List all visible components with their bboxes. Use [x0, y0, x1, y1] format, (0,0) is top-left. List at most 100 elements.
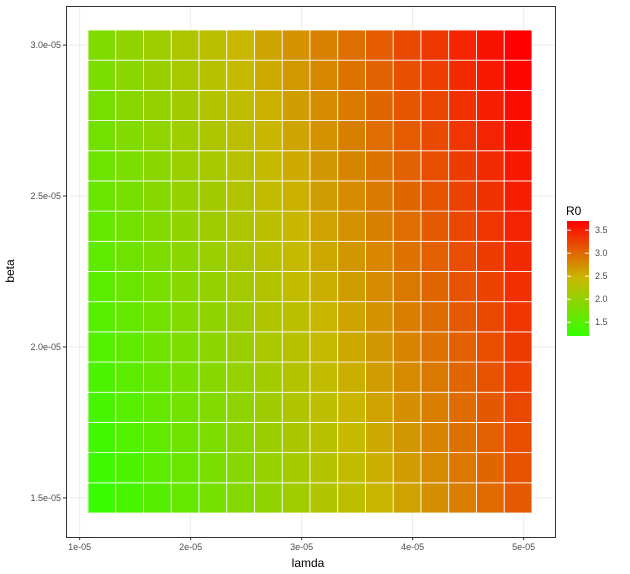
heatmap-cell	[170, 150, 200, 182]
heatmap-cell	[309, 180, 339, 212]
heatmap-cell	[198, 150, 228, 182]
heatmap-cell	[198, 482, 228, 514]
heatmap-cell	[420, 150, 450, 182]
heatmap-cell	[226, 391, 255, 423]
heatmap-cell	[420, 59, 450, 91]
heatmap-cell	[365, 150, 394, 182]
heatmap-cell	[476, 120, 505, 152]
heatmap-cell	[365, 29, 394, 61]
heatmap-cell	[254, 391, 283, 423]
heatmap-cell	[254, 180, 283, 212]
heatmap-cell	[503, 361, 533, 393]
heatmap-cell	[392, 361, 422, 393]
heatmap-cell	[254, 59, 283, 91]
heatmap-cell	[170, 301, 200, 333]
heatmap-cell	[448, 391, 477, 423]
heatmap-cell	[476, 391, 505, 423]
heatmap-cell	[87, 240, 117, 272]
heatmap-cell	[392, 240, 422, 272]
heatmap-cell	[337, 210, 366, 242]
heatmap-cell	[87, 422, 117, 454]
heatmap-cell	[448, 301, 477, 333]
heatmap-cell	[143, 452, 172, 484]
heatmap-cell	[365, 361, 394, 393]
heatmap-cell	[392, 210, 422, 242]
heatmap-cell	[503, 452, 533, 484]
heatmap-cell	[115, 180, 144, 212]
heatmap-cell	[448, 59, 477, 91]
heatmap-cell	[476, 210, 505, 242]
heatmap-cell	[143, 391, 172, 423]
heatmap-cell	[448, 210, 477, 242]
heatmap-cell	[143, 422, 172, 454]
heatmap-cell	[503, 180, 533, 212]
heatmap-cell	[170, 422, 200, 454]
heatmap-cell	[170, 89, 200, 121]
heatmap-cell	[115, 391, 144, 423]
heatmap-cell	[420, 331, 450, 363]
heatmap-cell	[337, 482, 366, 514]
heatmap-cell	[392, 422, 422, 454]
heatmap-cell	[392, 482, 422, 514]
heatmap-cell	[420, 29, 450, 61]
heatmap-cell	[309, 240, 339, 272]
heatmap-cell	[309, 452, 339, 484]
heatmap-cell	[115, 422, 144, 454]
heatmap-cell	[226, 422, 255, 454]
heatmap-cell	[392, 89, 422, 121]
heatmap-cell	[420, 452, 450, 484]
heatmap-cell	[337, 301, 366, 333]
legend-label: 2.0	[595, 294, 608, 304]
heatmap-cell	[476, 150, 505, 182]
heatmap-cell	[420, 391, 450, 423]
heatmap-cell	[198, 301, 228, 333]
heatmap-cell	[448, 240, 477, 272]
heatmap-cell	[226, 59, 255, 91]
heatmap-cell	[281, 482, 311, 514]
heatmap-cell	[170, 452, 200, 484]
heatmap-cell	[392, 271, 422, 303]
heatmap-cell	[309, 150, 339, 182]
heatmap-cell	[309, 210, 339, 242]
heatmap-cell	[448, 482, 477, 514]
heatmap-cell	[87, 89, 117, 121]
heatmap-cell	[476, 422, 505, 454]
heatmap-cell	[448, 452, 477, 484]
heatmap-cell	[503, 482, 533, 514]
heatmap-cell	[226, 240, 255, 272]
heatmap-cell	[448, 180, 477, 212]
heatmap-cell	[143, 210, 172, 242]
x-tick-label: 1e-05	[68, 542, 91, 552]
heatmap-cell	[448, 29, 477, 61]
heatmap-cell	[198, 240, 228, 272]
heatmap-cell	[170, 331, 200, 363]
heatmap-cell	[365, 89, 394, 121]
heatmap-cell	[87, 482, 117, 514]
heatmap-cell	[115, 452, 144, 484]
heatmap-cell	[281, 59, 311, 91]
heatmap-cell	[198, 59, 228, 91]
heatmap-cell	[448, 422, 477, 454]
x-axis-title: lamda	[292, 556, 325, 570]
panel-border	[66, 6, 556, 538]
heatmap-cell	[309, 422, 339, 454]
heatmap-cell	[115, 240, 144, 272]
y-tick-label: 2.5e-05	[30, 191, 61, 201]
heatmap-cell	[115, 29, 144, 61]
heatmap-cell	[170, 180, 200, 212]
heatmap-cell	[226, 29, 255, 61]
heatmap-cell	[226, 89, 255, 121]
heatmap-cell	[198, 180, 228, 212]
heatmap-cell	[281, 210, 311, 242]
heatmap-cell	[420, 120, 450, 152]
heatmap-cell	[392, 331, 422, 363]
heatmap-cell	[337, 150, 366, 182]
heatmap-cell	[170, 361, 200, 393]
heatmap-cell	[365, 422, 394, 454]
heatmap-cell	[115, 301, 144, 333]
heatmap-cell	[420, 422, 450, 454]
heatmap-cell	[365, 391, 394, 423]
heatmap-cell	[226, 271, 255, 303]
heatmap-cell	[226, 452, 255, 484]
heatmap-cell	[281, 301, 311, 333]
